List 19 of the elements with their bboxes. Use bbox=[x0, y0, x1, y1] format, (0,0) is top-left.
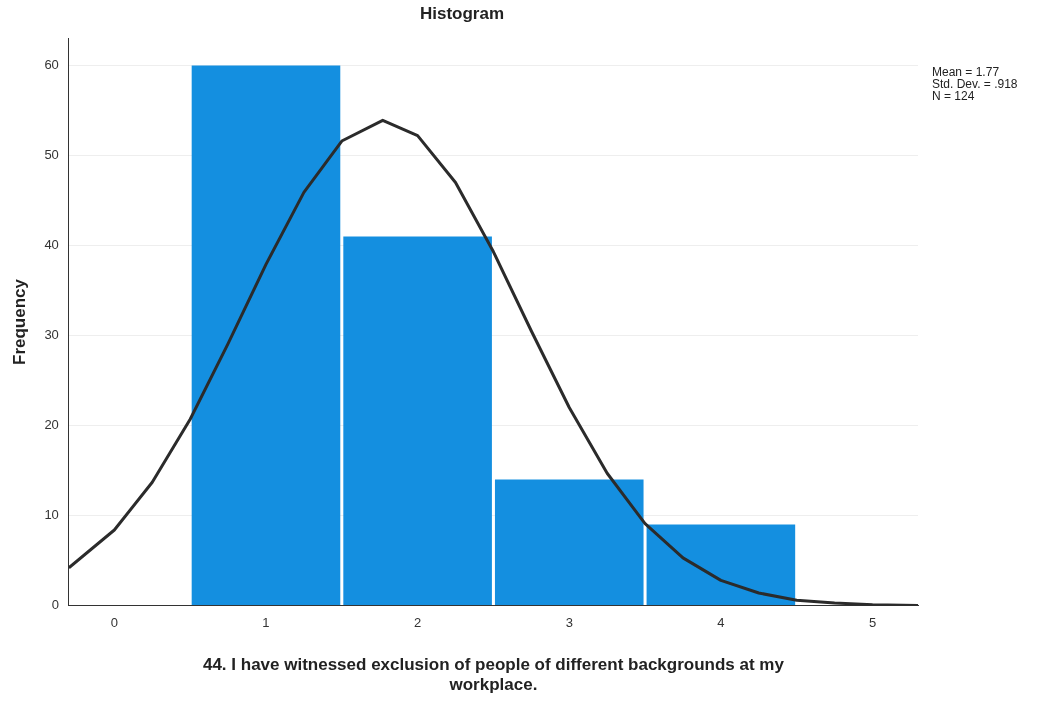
x-tick-label: 0 bbox=[110, 614, 118, 630]
y-tick-label: 40 bbox=[44, 237, 59, 253]
y-tick-label: 10 bbox=[44, 507, 59, 523]
x-tick-label: 4 bbox=[717, 614, 725, 630]
x-tick-label: 3 bbox=[565, 614, 573, 630]
y-tick-label: 50 bbox=[44, 147, 59, 163]
y-axis-title: Frequency bbox=[9, 278, 29, 365]
y-tick-label: 30 bbox=[44, 327, 59, 343]
y-tick-label: 20 bbox=[44, 417, 59, 433]
text: N = 124 bbox=[932, 88, 975, 103]
x-tick-label: 5 bbox=[868, 614, 877, 630]
text: Std. Dev. = .918 bbox=[932, 76, 1018, 91]
text: Mean = 1.77 bbox=[932, 64, 1000, 79]
x-tick-label: 1 bbox=[262, 614, 270, 630]
y-tick-label: 60 bbox=[44, 56, 59, 72]
x-axis-title: 44. I have witnessed exclusion of people of different backgrounds at my workplace. bbox=[202, 655, 785, 695]
y-tick-label: 0 bbox=[51, 597, 59, 613]
chart-title: Histogram bbox=[419, 3, 505, 23]
x-tick-label: 2 bbox=[414, 614, 422, 630]
